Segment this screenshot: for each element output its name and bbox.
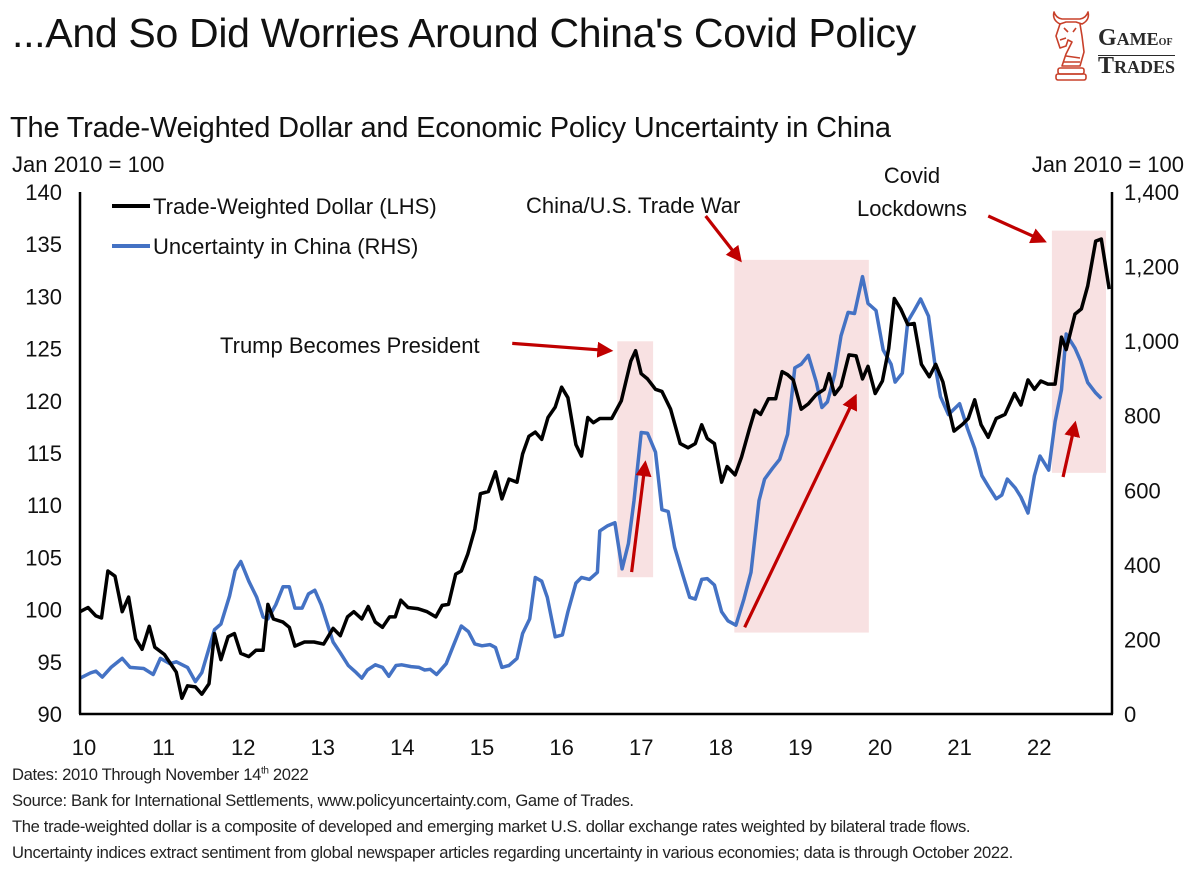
annotation-trade-war: China/U.S. Trade War [526, 193, 740, 218]
x-tick-label: 13 [311, 735, 335, 760]
annotation-lockdowns: Lockdowns [857, 196, 967, 221]
x-tick-label: 11 [152, 735, 175, 760]
trump-up-arrow [630, 460, 652, 573]
y-left-tick-label: 115 [27, 441, 62, 466]
y-right-tick-label: 1,000 [1124, 329, 1179, 354]
y-left-tick-label: 90 [38, 702, 62, 727]
footer-source: Source: Bank for International Settlemen… [12, 791, 634, 810]
series-line-dollar [79, 237, 1111, 701]
trade-war-up-arrow [743, 393, 857, 629]
footer-note-dollar: The trade-weighted dollar is a composite… [12, 817, 971, 836]
right-axis-unit: Jan 2010 = 100 [1031, 152, 1184, 177]
trump-arrow [512, 341, 614, 358]
x-tick-label: 14 [390, 735, 414, 760]
y-right-tick-label: 1,400 [1124, 180, 1179, 205]
footer-dates-prefix: Dates: 2010 Through November 14 [12, 765, 261, 784]
logo-text: GAMEOF TRADES [1098, 25, 1176, 79]
legend-label-uncertainty: Uncertainty in China (RHS) [153, 234, 418, 259]
logo-g: G [1098, 25, 1117, 51]
footer-dates-sup: th [260, 765, 269, 777]
y-left-tick-label: 125 [25, 337, 62, 362]
logo-of: OF [1158, 37, 1173, 48]
y-left-tick-label: 140 [25, 180, 62, 205]
footer-dates: Dates: 2010 Through November 14th 2022 [12, 765, 309, 785]
y-right-tick-label: 600 [1124, 478, 1161, 503]
logo-rades: RADES [1114, 57, 1176, 77]
logo-t: T [1098, 53, 1115, 79]
x-tick-label: 16 [549, 735, 573, 760]
footer-dates-suffix: 2022 [268, 765, 309, 784]
bull-knight-logo-icon [1052, 11, 1090, 81]
y-right-tick-label: 400 [1124, 553, 1161, 578]
y-right-tick-label: 800 [1124, 404, 1161, 429]
x-tick-label: 19 [788, 735, 812, 760]
x-tick-label: 12 [231, 735, 255, 760]
y-left-tick-label: 135 [25, 232, 62, 257]
y-left-tick-label: 110 [27, 493, 62, 518]
y-right-tick-label: 0 [1124, 702, 1136, 727]
x-tick-label: 18 [709, 735, 733, 760]
x-tick-label: 22 [1027, 735, 1051, 760]
x-tick-label: 15 [470, 735, 494, 760]
x-tick-label: 17 [629, 735, 653, 760]
logo-ame: AME [1116, 29, 1159, 49]
y-right-tick-label: 1,200 [1124, 255, 1179, 280]
legend-label-dollar: Trade-Weighted Dollar (LHS) [153, 194, 437, 219]
covid-up-arrow [1061, 420, 1081, 478]
y-left-tick-label: 120 [25, 389, 62, 414]
annotation-trump: Trump Becomes President [220, 333, 480, 358]
y-left-tick-label: 130 [25, 284, 62, 309]
x-tick-label: 21 [947, 735, 971, 760]
x-tick-label: 20 [868, 735, 892, 760]
y-right-tick-label: 200 [1124, 627, 1161, 652]
annotation-covid: Covid [884, 163, 940, 188]
y-left-tick-label: 95 [38, 650, 62, 675]
covid-arrow [987, 214, 1047, 244]
y-left-tick-label: 100 [25, 598, 62, 623]
y-left-tick-label: 105 [25, 545, 62, 570]
left-axis-unit: Jan 2010 = 100 [12, 152, 165, 177]
trade-war-arrow [704, 215, 742, 263]
page-title: ...And So Did Worries Around China's Cov… [12, 10, 916, 56]
footer-note-uncertainty: Uncertainty indices extract sentiment fr… [12, 843, 1013, 862]
chart-title: The Trade-Weighted Dollar and Economic P… [10, 112, 891, 144]
x-tick-label: 10 [72, 735, 96, 760]
